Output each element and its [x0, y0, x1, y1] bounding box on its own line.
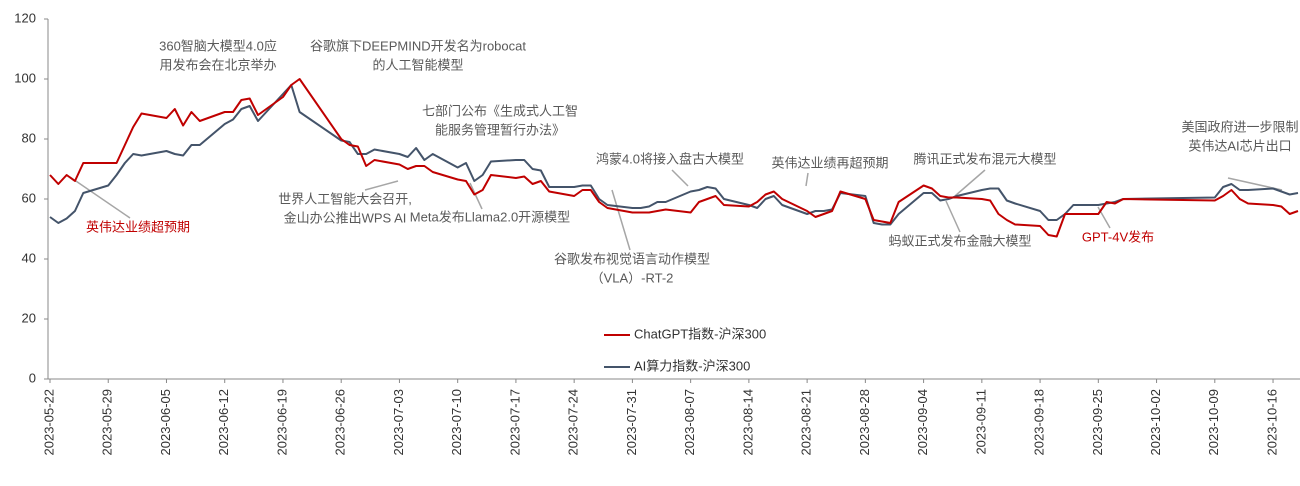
- annotation: 360智脑大模型4.0应: [159, 38, 277, 53]
- y-tick-label: 40: [22, 250, 36, 265]
- annotation: 蚂蚁正式发布金融大模型: [888, 233, 1031, 248]
- x-tick-label: 2023-07-31: [624, 389, 639, 456]
- annotation: 英伟达AI芯片出口: [1188, 138, 1291, 153]
- series-line: [49, 84, 1299, 226]
- annotation: 用发布会在北京举办: [159, 57, 276, 72]
- x-tick-label: 2023-07-10: [449, 389, 464, 456]
- x-tick-label: 2023-10-02: [1148, 389, 1163, 456]
- y-tick-label: 100: [14, 70, 36, 85]
- annotation: 美国政府进一步限制: [1181, 119, 1298, 134]
- series-line: [49, 78, 1299, 238]
- annotation: 七部门公布《生成式人工智: [422, 103, 578, 118]
- annotation: （VLA）-RT-2: [591, 270, 674, 285]
- annotation-leader: [69, 176, 131, 219]
- x-tick-label: 2023-08-07: [682, 389, 697, 456]
- annotation: 谷歌旗下DEEPMIND开发名为robocat: [310, 38, 526, 53]
- annotation: 的人工智能模型: [372, 57, 463, 72]
- x-tick-label: 2023-07-03: [391, 389, 406, 456]
- x-tick-label: 2023-09-04: [915, 389, 930, 456]
- annotation: 谷歌发布视觉语言动作模型: [554, 251, 710, 266]
- annotation-leader: [364, 180, 399, 191]
- annotation-leader: [805, 172, 809, 187]
- x-tick-label: 2023-10-09: [1206, 389, 1221, 456]
- annotation-leader: [469, 182, 483, 210]
- annotation: 能服务管理暂行办法》: [435, 122, 565, 137]
- x-tick-label: 2023-06-26: [333, 389, 348, 456]
- x-tick-label: 2023-10-16: [1264, 389, 1279, 456]
- x-tick-label: 2023-09-18: [1032, 389, 1047, 456]
- y-tick-label: 60: [22, 190, 36, 205]
- annotation: 金山办公推出WPS AI: [284, 210, 407, 225]
- annotation: 英伟达业绩超预期: [86, 219, 190, 234]
- annotation: 英伟达业绩再超预期: [771, 155, 888, 170]
- annotation: 鸿蒙4.0将接入盘古大模型: [596, 151, 744, 166]
- y-tick-label: 120: [14, 10, 36, 25]
- annotation-leader: [671, 169, 689, 187]
- annotation-leader: [954, 169, 986, 197]
- annotation-leader: [945, 200, 961, 233]
- legend-label: ChatGPT指数-沪深300: [634, 326, 766, 341]
- x-tick-label: 2023-06-05: [158, 389, 173, 456]
- annotation: Meta发布Llama2.0开源模型: [410, 209, 570, 224]
- annotation: 世界人工智能大会召开,: [278, 191, 412, 206]
- x-tick-label: 2023-07-17: [507, 389, 522, 456]
- annotation: 腾讯正式发布混元大模型: [913, 151, 1056, 166]
- y-tick-label: 20: [22, 310, 36, 325]
- x-tick-label: 2023-08-21: [799, 389, 814, 456]
- x-tick-label: 2023-05-22: [41, 389, 56, 456]
- x-tick-label: 2023-07-24: [566, 389, 581, 456]
- y-tick-label: 80: [22, 130, 36, 145]
- x-tick-label: 2023-08-28: [857, 389, 872, 456]
- x-tick-label: 2023-09-11: [973, 389, 988, 455]
- y-tick-label: 0: [29, 370, 36, 385]
- annotation: GPT-4V发布: [1082, 229, 1154, 244]
- annotation-leader: [611, 189, 631, 251]
- x-tick-label: 2023-09-25: [1090, 389, 1105, 456]
- x-tick-label: 2023-05-29: [100, 389, 115, 456]
- x-tick-label: 2023-06-12: [216, 389, 231, 456]
- x-tick-label: 2023-08-14: [740, 389, 755, 456]
- x-tick-label: 2023-06-19: [274, 389, 289, 456]
- legend-label: AI算力指数-沪深300: [634, 358, 750, 373]
